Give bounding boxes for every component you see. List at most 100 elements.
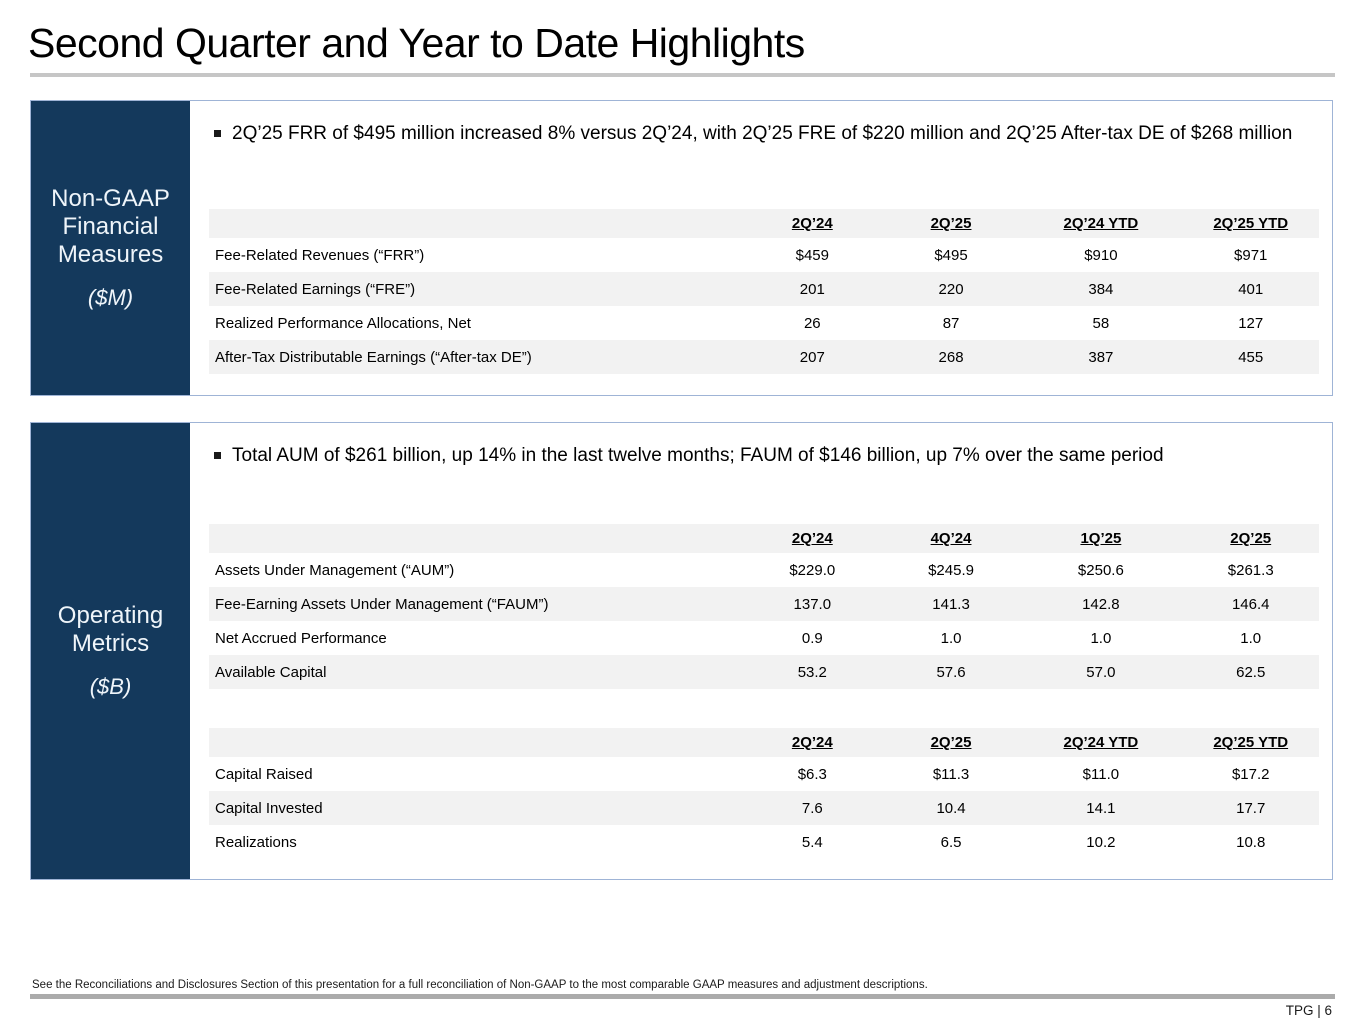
cell-value: 401 [1182, 272, 1319, 306]
section-label-line: Metrics [71, 630, 150, 657]
column-header: 2Q’25 YTD [1182, 209, 1319, 238]
row-label: Fee-Earning Assets Under Management (“FA… [209, 587, 742, 621]
table-header-row: 2Q’24 4Q’24 1Q’25 2Q’25 [209, 524, 1319, 553]
cell-value: $11.3 [932, 765, 970, 783]
row-label: Available Capital [209, 655, 742, 689]
cell-value: $245.9 [928, 561, 974, 579]
cell-value: 268 [882, 340, 1020, 374]
cell-value: 5.4 [801, 833, 823, 851]
cell-value: 0.9 [801, 629, 823, 647]
cell-value: $229.0 [789, 561, 836, 579]
section-label-text: Operating Metrics [58, 602, 163, 658]
cell-value: 62.5 [1182, 655, 1319, 689]
row-label: Realizations [215, 833, 297, 851]
cell-value: 6.5 [940, 833, 962, 851]
section-label-text: Non-GAAP Financial Measures [51, 185, 170, 269]
column-header: 2Q’24 YTD [1019, 728, 1183, 757]
table-row: Fee-Related Revenues (“FRR”) $459 $495 $… [209, 238, 1319, 272]
table-row: Net Accrued Performance 0.9 1.0 1.0 1.0 [209, 621, 1319, 655]
cell-value: 1.0 [1240, 629, 1262, 647]
table-row: Fee-Related Earnings (“FRE”) 201 220 384… [209, 272, 1319, 306]
cell-value: 1.0 [1090, 629, 1112, 647]
cell-value: 14.1 [1019, 791, 1183, 825]
cell-value: 137.0 [741, 587, 883, 621]
table-row: After-Tax Distributable Earnings (“After… [209, 340, 1319, 374]
non-gaap-highlight-bullet: 2Q’25 FRR of $495 million increased 8% v… [214, 121, 1319, 147]
row-label: Net Accrued Performance [215, 629, 387, 647]
cell-value: 87 [942, 314, 960, 332]
column-header: 2Q’24 [741, 209, 883, 238]
capital-activity-table: 2Q’24 2Q’25 2Q’24 YTD 2Q’25 YTD Capital … [209, 728, 1319, 859]
cell-value: 53.2 [741, 655, 883, 689]
cell-value: $459 [795, 246, 829, 264]
cell-value: $261.3 [1227, 561, 1274, 579]
cell-value: 58 [1092, 314, 1110, 332]
bullet-text: 2Q’25 FRR of $495 million increased 8% v… [232, 123, 1293, 144]
section-unit-label: ($M) [87, 285, 134, 311]
section-non-gaap-financial-measures: Non-GAAP Financial Measures ($M) 2Q’25 F… [30, 100, 1333, 396]
column-header: 2Q’24 [741, 524, 883, 553]
section-label-line: Non-GAAP [51, 184, 170, 212]
row-label: After-Tax Distributable Earnings (“After… [209, 340, 742, 374]
cell-value: 455 [1182, 340, 1319, 374]
cell-value: 1.0 [940, 629, 962, 647]
cell-value: 10.2 [1086, 833, 1116, 851]
cell-value: 26 [803, 314, 821, 332]
table-row: Capital Raised $6.3 $11.3 $11.0 $17.2 [209, 757, 1319, 791]
cell-value: $910 [1084, 246, 1118, 264]
cell-value: 146.4 [1182, 587, 1319, 621]
cell-value: $495 [934, 246, 968, 264]
footer-divider [30, 994, 1335, 999]
section-label-operating-metrics: Operating Metrics ($B) [31, 423, 190, 879]
cell-value: $971 [1234, 246, 1268, 264]
cell-value: 220 [882, 272, 1020, 306]
cell-value: 207 [741, 340, 883, 374]
cell-value: $17.2 [1231, 765, 1270, 783]
row-label: Fee-Related Earnings (“FRE”) [209, 272, 742, 306]
cell-value: 384 [1019, 272, 1183, 306]
column-header: 2Q’25 [882, 728, 1020, 757]
column-header: 4Q’24 [882, 524, 1020, 553]
column-header: 2Q’24 YTD [1019, 209, 1183, 238]
column-header-empty [209, 728, 742, 757]
cell-value: 141.3 [882, 587, 1020, 621]
column-header: 2Q’25 [1182, 524, 1319, 553]
cell-value: 57.0 [1019, 655, 1183, 689]
cell-value: $6.3 [797, 765, 827, 783]
bullet-text: Total AUM of $261 billion, up 14% in the… [232, 445, 1164, 466]
section-label-non-gaap: Non-GAAP Financial Measures ($M) [31, 101, 190, 395]
column-header: 2Q’24 [741, 728, 883, 757]
cell-value: 7.6 [741, 791, 883, 825]
column-header: 2Q’25 YTD [1182, 728, 1319, 757]
cell-value: $11.0 [1082, 765, 1120, 783]
cell-value: 142.8 [1019, 587, 1183, 621]
table-row: Capital Invested 7.6 10.4 14.1 17.7 [209, 791, 1319, 825]
non-gaap-measures-table: 2Q’24 2Q’25 2Q’24 YTD 2Q’25 YTD Fee-Rela… [209, 209, 1319, 374]
page-number: TPG | 6 [1285, 1003, 1332, 1018]
section-label-line: Operating [57, 601, 164, 629]
bullet-square-icon [214, 452, 221, 459]
cell-value: 201 [741, 272, 883, 306]
row-label: Assets Under Management (“AUM”) [215, 561, 455, 579]
operating-metrics-highlight-bullet: Total AUM of $261 billion, up 14% in the… [214, 443, 1319, 469]
row-label: Fee-Related Revenues (“FRR”) [215, 246, 425, 264]
cell-value: 10.4 [882, 791, 1020, 825]
row-label: Realized Performance Allocations, Net [215, 314, 471, 332]
section-unit-label: ($B) [89, 674, 132, 700]
bullet-square-icon [214, 130, 221, 137]
cell-value: 127 [1238, 314, 1264, 332]
footnote-text: See the Reconciliations and Disclosures … [32, 979, 928, 991]
section-label-line: Financial [62, 212, 159, 240]
cell-value: 10.8 [1236, 833, 1266, 851]
column-header-empty [209, 524, 742, 553]
table-row: Realized Performance Allocations, Net 26… [209, 306, 1319, 340]
row-label: Capital Invested [209, 791, 742, 825]
column-header: 1Q’25 [1019, 524, 1183, 553]
table-row: Fee-Earning Assets Under Management (“FA… [209, 587, 1319, 621]
page-title: Second Quarter and Year to Date Highligh… [28, 20, 805, 66]
table-header-row: 2Q’24 2Q’25 2Q’24 YTD 2Q’25 YTD [209, 728, 1319, 757]
cell-value: 17.7 [1182, 791, 1319, 825]
section-label-line: Measures [57, 241, 164, 269]
section-operating-metrics: Operating Metrics ($B) Total AUM of $261… [30, 422, 1333, 880]
table-row: Realizations 5.4 6.5 10.2 10.8 [209, 825, 1319, 859]
